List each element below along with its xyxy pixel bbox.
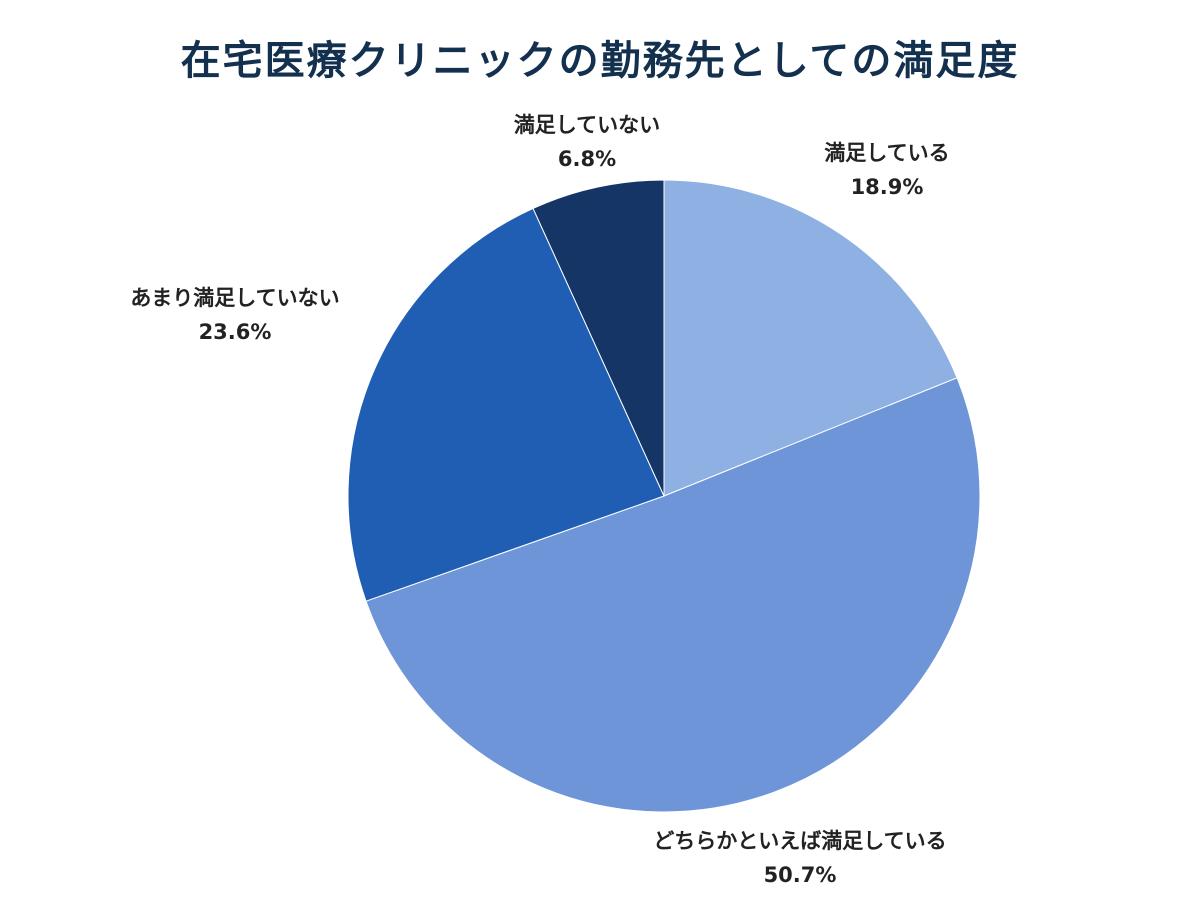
slice-label-1: 満足している 18.9% [824, 136, 949, 204]
slice-label-name: あまり満足していない [130, 286, 340, 310]
slice-label-2: どちらかといえば満足している 50.7% [653, 824, 946, 892]
slice-label-value: 6.8% [557, 147, 617, 171]
pie-slice-3 [347, 207, 665, 602]
slice-label-name: どちらかといえば満足している [653, 829, 947, 853]
slice-label-name: 満足している [824, 141, 950, 165]
chart-title: 在宅医療クリニックの勤務先としての満足度 [180, 38, 1020, 84]
pie-slice-1 [663, 179, 958, 497]
slice-label-value: 18.9% [850, 175, 924, 199]
slice-label-4: 満足していない 6.8% [514, 108, 660, 176]
slice-label-3: あまり満足していない 23.6% [130, 281, 339, 349]
slice-label-name: 満足していない [513, 113, 661, 137]
pie-slice-2 [365, 377, 981, 813]
slice-label-value: 23.6% [198, 320, 272, 344]
pie-slice-4 [532, 179, 665, 497]
slice-label-value: 50.7% [763, 863, 837, 887]
